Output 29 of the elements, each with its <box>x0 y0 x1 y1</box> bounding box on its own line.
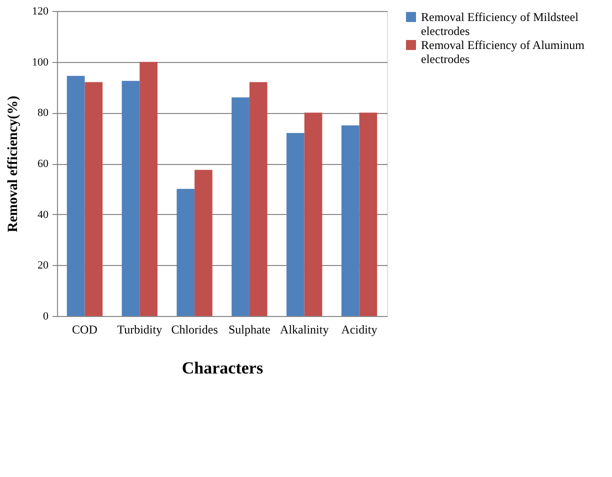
bar <box>304 112 322 316</box>
bar <box>140 62 158 316</box>
bar <box>232 97 250 316</box>
y-tick-label: 80 <box>38 107 49 120</box>
legend-label: Removal Efficiency of Mildsteel electrodes <box>421 10 580 38</box>
bar <box>122 80 140 316</box>
bar <box>194 170 212 316</box>
x-tick-label: Acidity <box>341 322 378 336</box>
y-tick-label: 120 <box>32 6 49 18</box>
x-axis-title: Characters <box>182 358 264 378</box>
bar <box>66 76 85 316</box>
y-tick-label: 20 <box>38 260 49 272</box>
y-tick-label: 100 <box>32 56 49 68</box>
bar <box>359 112 378 316</box>
y-tick-label: 60 <box>38 158 49 170</box>
bar <box>176 188 195 316</box>
x-tick-label: COD <box>72 322 98 336</box>
x-tick-label: Alkalinity <box>280 322 329 336</box>
bar <box>249 82 268 316</box>
y-axis-title: Removal efficiency(%) <box>6 95 21 232</box>
bar <box>286 133 304 316</box>
legend-label: Removal Efficiency of Aluminum electrodes <box>421 38 586 66</box>
y-tick-label: 40 <box>38 208 49 221</box>
x-tick-label: Turbidity <box>117 322 162 336</box>
x-tick-label: Chlorides <box>171 322 218 336</box>
y-tick-label: 0 <box>43 310 49 322</box>
bar <box>341 125 360 316</box>
bar <box>84 82 103 316</box>
x-tick-label: Sulphate <box>228 322 270 336</box>
